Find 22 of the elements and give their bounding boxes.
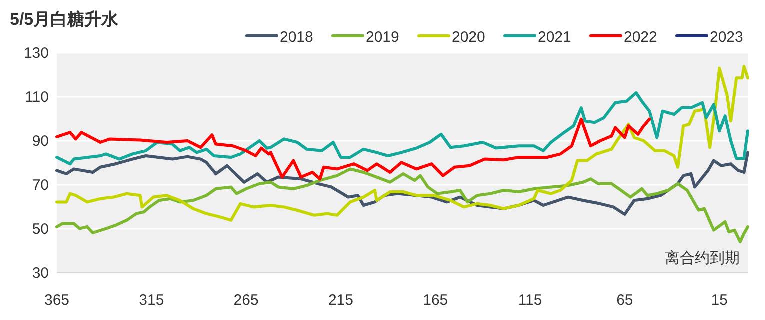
chart-title: 5/5月白糖升水 (10, 10, 120, 29)
annotation: 离合约到期 (665, 250, 740, 267)
x-tick-label: 365 (44, 292, 70, 309)
y-tick-label: 70 (32, 177, 49, 194)
y-tick-label: 90 (32, 133, 49, 150)
x-tick-label: 15 (711, 292, 728, 309)
x-tick-label: 315 (139, 292, 164, 309)
y-tick-label: 110 (25, 89, 49, 106)
legend-label: 2023 (710, 29, 744, 46)
x-tick-label: 215 (328, 292, 354, 309)
y-tick-label: 50 (32, 221, 49, 238)
legend-label: 2018 (280, 29, 314, 46)
y-tick-label: 130 (24, 45, 49, 62)
legend-label: 2020 (452, 29, 486, 46)
x-tick-label: 115 (518, 292, 542, 309)
x-tick-label: 265 (234, 292, 259, 309)
legend-label: 2022 (624, 29, 658, 46)
legend-label: 2019 (366, 29, 400, 46)
x-tick-label: 165 (423, 292, 448, 309)
x-tick-label: 65 (616, 292, 634, 309)
legend-label: 2021 (538, 29, 572, 46)
y-tick-label: 30 (32, 265, 49, 282)
